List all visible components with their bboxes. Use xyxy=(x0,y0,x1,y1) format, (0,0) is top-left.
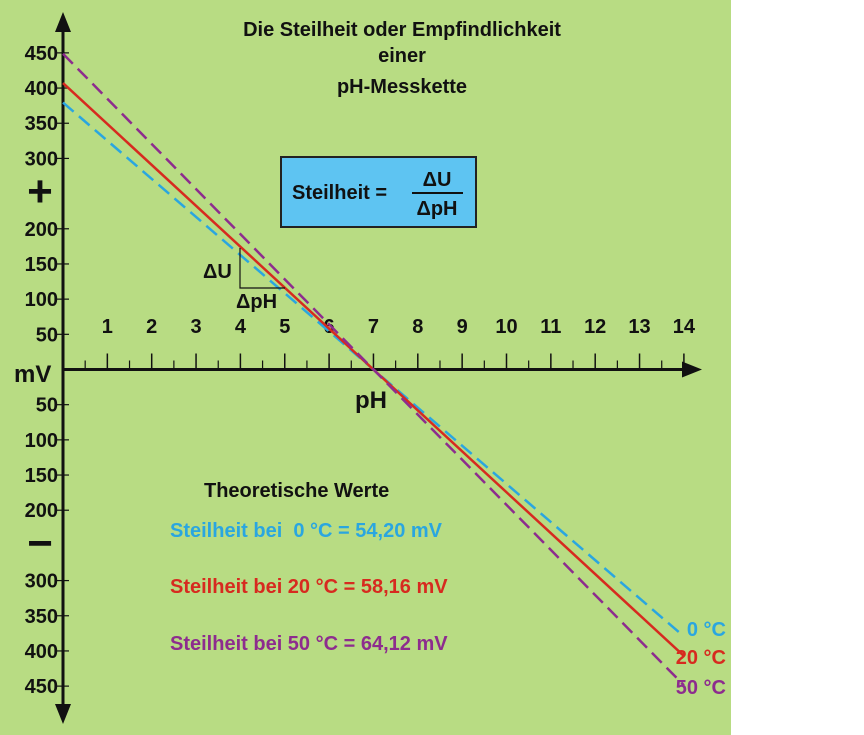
title-line-1: Die Steilheit oder Empfindlichkeit xyxy=(243,19,561,41)
x-tick-label: 13 xyxy=(628,316,650,338)
y-tick-label: 150 xyxy=(25,465,58,487)
x-axis-arrow xyxy=(682,361,702,378)
x-tick-label: 4 xyxy=(235,316,247,338)
y-tick-label: 200 xyxy=(25,500,58,522)
y-tick-label: 300 xyxy=(25,148,58,170)
axis-labels: mV pH + − xyxy=(14,167,387,568)
x-tick-label: 10 xyxy=(495,316,517,338)
y-tick-label: 100 xyxy=(25,430,58,452)
y-tick-label: 50 xyxy=(36,395,58,417)
y-tick-label: 400 xyxy=(25,641,58,663)
legend-heading: Theoretische Werte xyxy=(204,480,389,502)
y-tick-label: 100 xyxy=(25,289,58,311)
x-tick-label: 1 xyxy=(102,316,113,338)
y-tick-label: 200 xyxy=(25,219,58,241)
y-tick-label: 350 xyxy=(25,606,58,628)
legend-item-0c: Steilheit bei 0 °C = 54,20 mV xyxy=(170,520,443,542)
triangle-du-label: ΔU xyxy=(203,261,232,283)
triangle-legs xyxy=(239,248,285,289)
y-axis-label: mV xyxy=(14,361,51,388)
y-axis-arrow-up xyxy=(55,12,71,32)
legend-item-50c: Steilheit bei 50 °C = 64,12 mV xyxy=(170,633,448,655)
minus-sign: − xyxy=(27,519,53,568)
triangle-dph-label: ΔpH xyxy=(236,291,277,313)
x-tick-label: 12 xyxy=(584,316,606,338)
formula-label: Steilheit = xyxy=(292,182,387,204)
formula-numerator: ΔU xyxy=(423,169,452,191)
title-line-2: einer xyxy=(378,45,426,67)
chart-title: Die Steilheit oder Empfindlichkeit einer… xyxy=(243,19,561,98)
title-line-3: pH-Messkette xyxy=(337,76,467,98)
y-axis-arrow-down xyxy=(55,704,71,724)
formula-denominator: ΔpH xyxy=(416,198,457,220)
y-tick-label: 450 xyxy=(25,43,58,65)
x-tick-label: 8 xyxy=(412,316,423,338)
x-tick-label: 9 xyxy=(457,316,468,338)
y-tick-label: 450 xyxy=(25,676,58,698)
y-tick-label: 350 xyxy=(25,113,58,135)
legend: Theoretische Werte Steilheit bei 0 °C = … xyxy=(170,480,448,655)
chart-background xyxy=(0,0,731,735)
series-line-50c xyxy=(62,52,685,687)
series-end-label: 50 °C xyxy=(676,677,726,699)
y-tick-label: 150 xyxy=(25,254,58,276)
x-tick-label: 2 xyxy=(146,316,157,338)
y-tick-label: 400 xyxy=(25,78,58,100)
x-tick-label: 14 xyxy=(673,316,696,338)
x-tick-label: 7 xyxy=(368,316,379,338)
series-end-label: 20 °C xyxy=(676,647,726,669)
right-margin xyxy=(731,0,864,735)
x-tick-label: 3 xyxy=(190,316,201,338)
plus-sign: + xyxy=(27,167,53,216)
formula-box: Steilheit = ΔU ΔpH xyxy=(280,156,477,228)
y-tick-label: 50 xyxy=(36,324,58,346)
x-tick-label: 5 xyxy=(279,316,290,338)
y-tick-label: 300 xyxy=(25,571,58,593)
legend-item-20c: Steilheit bei 20 °C = 58,16 mV xyxy=(170,576,448,598)
slope-triangle: ΔU ΔpH xyxy=(203,248,285,313)
x-tick-label: 11 xyxy=(540,316,561,338)
series-end-label: 0 °C xyxy=(687,619,726,641)
x-axis-label: pH xyxy=(355,387,387,414)
series-group: 0 °C 20 °C 50 °C xyxy=(62,52,726,699)
